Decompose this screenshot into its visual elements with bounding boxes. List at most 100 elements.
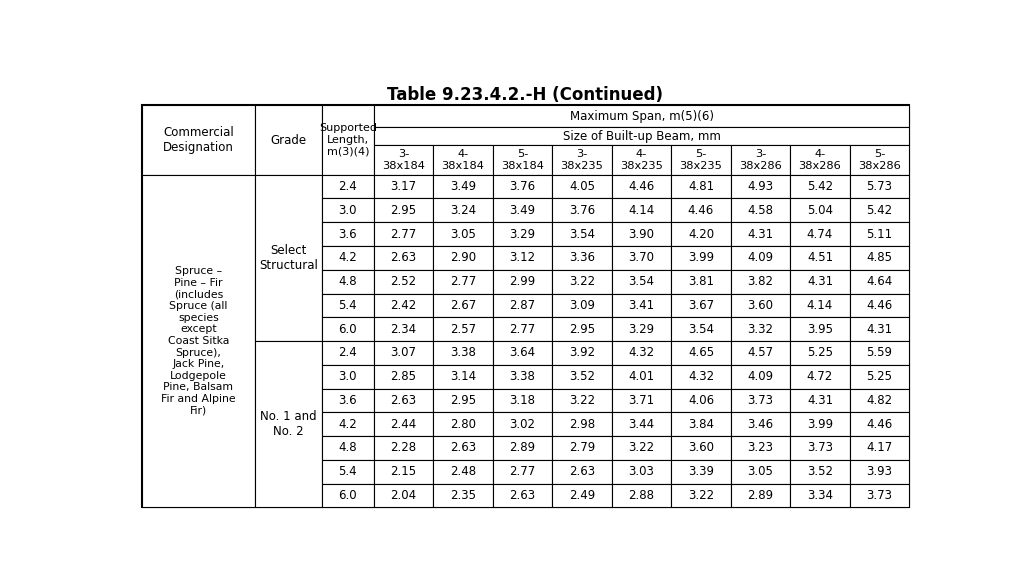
Text: 3.99: 3.99	[807, 418, 834, 430]
Text: 3.46: 3.46	[748, 418, 773, 430]
Bar	[850, 460, 909, 484]
Text: 2.42: 2.42	[390, 299, 417, 312]
Text: 2.77: 2.77	[390, 228, 417, 241]
Text: 3.60: 3.60	[748, 299, 773, 312]
Text: 3.44: 3.44	[629, 418, 654, 430]
Text: 4-
38x286: 4- 38x286	[799, 149, 842, 171]
Text: 4.51: 4.51	[807, 252, 834, 264]
Text: 3-
38x184: 3- 38x184	[382, 149, 425, 171]
Text: 3.07: 3.07	[390, 346, 417, 359]
Text: 5.42: 5.42	[807, 180, 834, 193]
Text: 3.90: 3.90	[629, 228, 654, 241]
Text: 3.29: 3.29	[510, 228, 536, 241]
Text: 5.25: 5.25	[807, 346, 833, 359]
Bar	[731, 413, 791, 436]
Bar	[322, 175, 374, 198]
Text: 4.14: 4.14	[807, 299, 834, 312]
Bar	[850, 317, 909, 341]
Text: 4.81: 4.81	[688, 180, 714, 193]
Bar	[791, 341, 850, 365]
Text: 4.32: 4.32	[629, 346, 654, 359]
Bar	[791, 270, 850, 294]
Bar	[493, 294, 552, 317]
Text: 3.34: 3.34	[807, 489, 833, 502]
Text: 3.38: 3.38	[510, 370, 536, 383]
Text: 2.4: 2.4	[339, 346, 357, 359]
Bar	[552, 145, 611, 175]
Bar	[322, 484, 374, 507]
Bar	[374, 145, 433, 175]
Bar	[374, 106, 909, 127]
Text: 3.6: 3.6	[339, 394, 357, 407]
Bar	[791, 145, 850, 175]
Text: 3.29: 3.29	[629, 323, 654, 336]
Bar	[374, 294, 433, 317]
Bar	[322, 317, 374, 341]
Bar	[322, 106, 374, 175]
Bar	[322, 294, 374, 317]
Text: 2.85: 2.85	[390, 370, 417, 383]
Text: 3.32: 3.32	[748, 323, 773, 336]
Bar	[433, 270, 493, 294]
Bar	[493, 365, 552, 388]
Bar	[255, 341, 322, 507]
Bar	[731, 145, 791, 175]
Bar	[322, 460, 374, 484]
Text: 3.22: 3.22	[629, 441, 654, 455]
Text: 3.22: 3.22	[688, 489, 714, 502]
Bar	[850, 436, 909, 460]
Bar	[791, 294, 850, 317]
Text: 2.44: 2.44	[390, 418, 417, 430]
Text: 3.18: 3.18	[510, 394, 536, 407]
Bar	[731, 365, 791, 388]
Bar	[672, 317, 731, 341]
Bar	[322, 413, 374, 436]
Bar	[791, 246, 850, 270]
Bar	[791, 413, 850, 436]
Text: 4.2: 4.2	[339, 252, 357, 264]
Text: 3.73: 3.73	[807, 441, 833, 455]
Text: 3.49: 3.49	[510, 204, 536, 217]
Text: 4.46: 4.46	[866, 299, 893, 312]
Bar	[611, 145, 672, 175]
Text: 3.71: 3.71	[629, 394, 654, 407]
Text: 4.74: 4.74	[807, 228, 834, 241]
Text: 4.06: 4.06	[688, 394, 714, 407]
Text: 4.85: 4.85	[866, 252, 893, 264]
Bar	[552, 246, 611, 270]
Bar	[611, 246, 672, 270]
Bar	[493, 413, 552, 436]
Bar	[850, 270, 909, 294]
Text: 5.25: 5.25	[866, 370, 893, 383]
Bar	[493, 175, 552, 198]
Bar	[791, 222, 850, 246]
Bar	[791, 198, 850, 222]
Text: 3.52: 3.52	[807, 465, 833, 478]
Text: 4.17: 4.17	[866, 441, 893, 455]
Text: 3.22: 3.22	[569, 275, 595, 288]
Bar	[672, 436, 731, 460]
Text: 2.15: 2.15	[390, 465, 417, 478]
Text: 3.05: 3.05	[748, 465, 773, 478]
Bar	[731, 436, 791, 460]
Text: Select
Structural: Select Structural	[259, 244, 317, 272]
Text: 3.14: 3.14	[450, 370, 476, 383]
Bar	[552, 388, 611, 413]
Text: 3.0: 3.0	[339, 204, 357, 217]
Bar	[672, 341, 731, 365]
Text: 2.63: 2.63	[569, 465, 595, 478]
Text: 2.63: 2.63	[390, 394, 417, 407]
Bar	[552, 484, 611, 507]
Text: 5.04: 5.04	[807, 204, 833, 217]
Text: 2.77: 2.77	[450, 275, 476, 288]
Bar	[791, 175, 850, 198]
Bar	[374, 222, 433, 246]
Bar	[731, 294, 791, 317]
Text: 3.0: 3.0	[339, 370, 357, 383]
Bar	[493, 270, 552, 294]
Bar	[611, 484, 672, 507]
Bar	[552, 198, 611, 222]
Text: 4.31: 4.31	[807, 394, 834, 407]
Bar	[552, 365, 611, 388]
Text: 4.93: 4.93	[748, 180, 773, 193]
